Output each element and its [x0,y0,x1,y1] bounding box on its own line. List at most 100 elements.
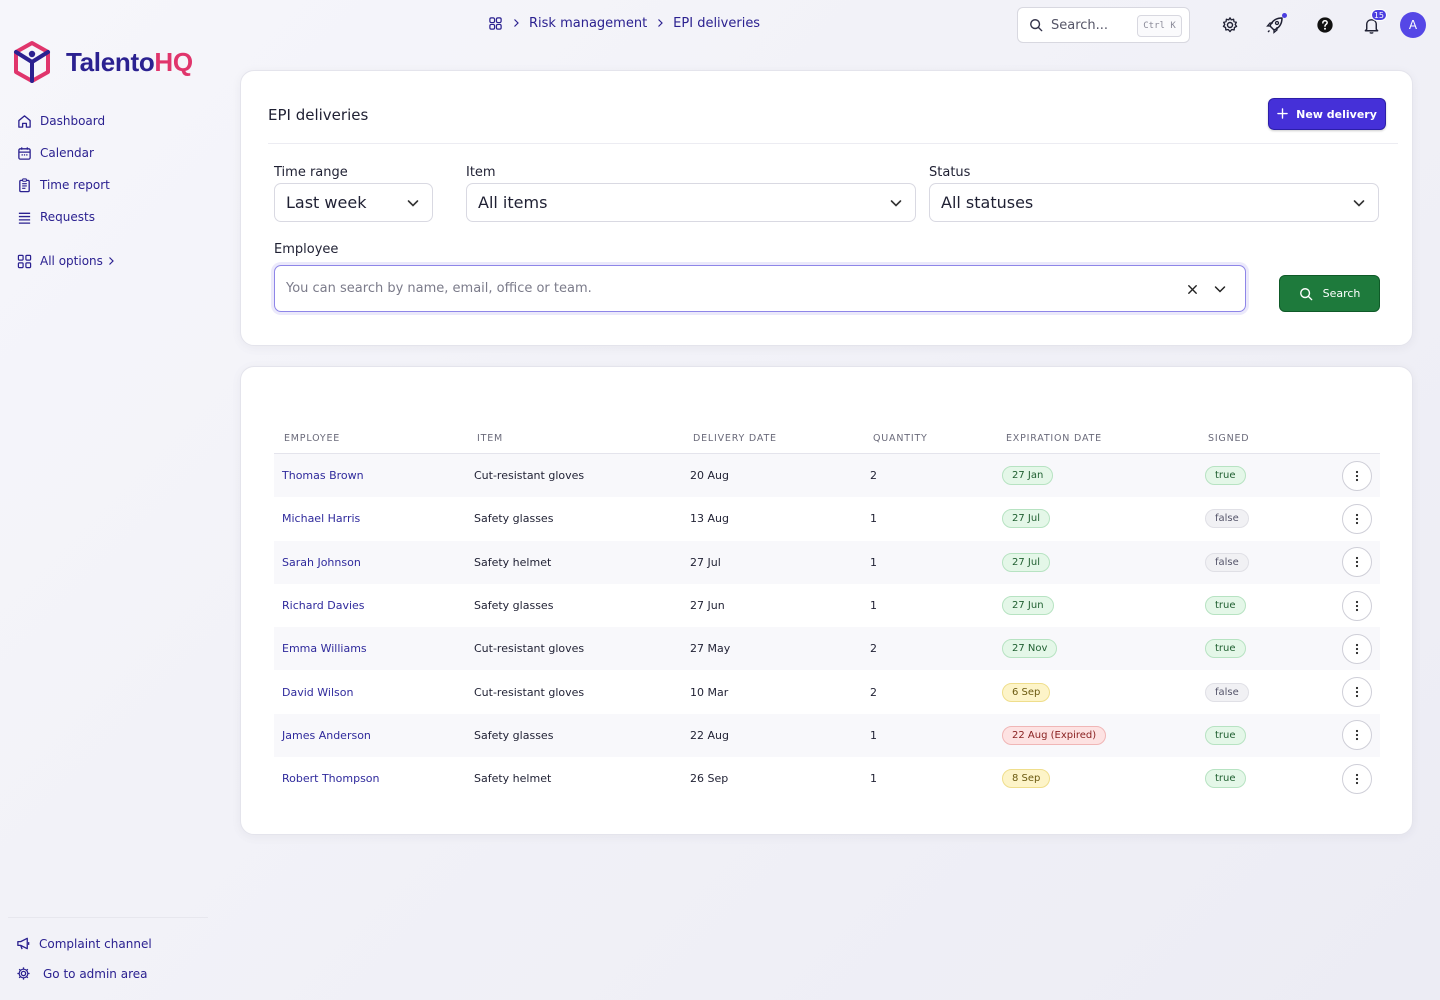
clipboard-icon [16,177,32,193]
search-button[interactable]: Search [1279,275,1380,312]
more-vertical-icon [1355,470,1359,482]
row-actions-button[interactable] [1342,590,1372,621]
close-icon[interactable] [1186,281,1199,300]
table-row[interactable]: James Anderson Safety glasses 22 Aug 1 22 Au… [274,713,1380,758]
more-vertical-icon [1355,513,1359,525]
column-header-delivery-date[interactable]: Delivery date [693,432,777,444]
search-button-label: Search [1322,287,1361,300]
admin-area-link[interactable]: Go to admin area [16,966,148,981]
table-row[interactable]: Michael Harris Safety glasses 13 Aug 1 27 Ju… [274,497,1380,540]
employee-label: Employee [274,242,339,257]
logo[interactable]: TalentoHQ [12,40,193,84]
row-actions-button[interactable] [1342,633,1372,664]
chevron-down-icon [889,195,903,214]
sidebar-item-calendar[interactable]: Calendar [16,144,115,162]
signed-cell: true [1205,596,1246,616]
employee-name-link[interactable]: Sarah Johnson [282,555,361,569]
row-actions-button[interactable] [1342,547,1372,578]
signed-badge: false [1205,509,1249,529]
sidebar-item-all-options[interactable]: All options [16,252,115,270]
notifications-button[interactable]: 15 [1360,9,1387,36]
row-actions-button[interactable] [1342,677,1372,708]
signed-badge: false [1205,682,1249,702]
employee-name-link[interactable]: David Wilson [282,685,354,699]
expiration-date-cell: 27 Jun [1002,596,1054,616]
table-row[interactable]: Robert Thompson Safety helmet 26 Sep 1 8 Sep… [274,757,1380,800]
table-row[interactable]: Sarah Johnson Safety helmet 27 Jul 1 27 Jul f… [274,540,1380,584]
item-select[interactable]: All items [466,183,916,222]
quantity: 1 [870,512,877,526]
breadcrumb-epi-deliveries[interactable]: EPI deliveries [673,16,761,31]
filters-card: EPI deliveries New delivery Time range L… [240,70,1413,346]
global-search-input[interactable]: Search... Ctrl K [1017,7,1190,43]
table-row[interactable]: Thomas Brown Cut-resistant gloves 20 Aug 2 2… [274,454,1380,498]
sidebar-item-requests[interactable]: Requests [16,208,115,226]
sidebar-item-dashboard[interactable]: Dashboard [16,112,115,130]
new-delivery-button[interactable]: New delivery [1268,98,1386,130]
item-label: Item [466,165,496,180]
chevron-down-icon[interactable] [1213,281,1227,300]
delivery-date: 13 Aug [690,512,729,526]
apps-grid-icon[interactable] [488,16,503,31]
column-header-expiration-date[interactable]: Expiration date [1006,432,1102,444]
global-search-placeholder: Search... [1051,17,1109,33]
deliveries-table: Employee Item Delivery date Quantity Exp… [274,423,1380,800]
breadcrumb: Risk management EPI deliveries [488,16,760,31]
delivery-date: 27 May [690,642,731,656]
sidebar-divider [8,917,208,918]
item-name: Cut-resistant gloves [474,642,585,656]
complaint-channel-label: Complaint channel [39,936,152,951]
more-vertical-icon [1355,556,1359,568]
signed-cell: true [1205,639,1246,659]
plus-icon [1277,106,1288,122]
sidebar-item-label: Calendar [40,146,94,160]
row-actions-button[interactable] [1342,503,1372,534]
employee-name-link[interactable]: Emma Williams [282,642,367,656]
expiration-date-cell: 22 Aug (Expired) [1002,725,1107,745]
employee-name-link[interactable]: James Anderson [282,728,371,742]
table-row[interactable]: Richard Davies Safety glasses 27 Jun 1 27 Ju… [274,584,1380,627]
expiration-date-cell: 27 Jul [1002,509,1050,529]
column-header-signed[interactable]: Signed [1208,432,1250,444]
employee-search-input[interactable]: You can search by name, email, office or… [274,265,1246,312]
signed-badge: false [1205,552,1249,572]
table-header: Employee Item Delivery date Quantity Exp… [274,423,1380,454]
complaint-channel-link[interactable]: Complaint channel [16,936,152,951]
grid-icon [16,253,32,269]
table-row[interactable]: Emma Williams Cut-resistant gloves 27 May 2… [274,627,1380,671]
employee-name-link[interactable]: Richard Davies [282,599,365,613]
quantity: 2 [870,685,877,699]
expiration-date-badge: 8 Sep [1002,769,1051,789]
item-name: Cut-resistant gloves [474,469,585,483]
table-row[interactable]: David Wilson Cut-resistant gloves 10 Mar 2 6… [274,670,1380,713]
column-header-employee[interactable]: Employee [284,432,341,444]
rocket-icon [1265,15,1285,35]
whats-new-button[interactable] [1264,13,1287,36]
quantity: 2 [870,469,877,483]
column-header-item[interactable]: Item [477,432,504,444]
delivery-date: 10 Mar [690,685,729,699]
megaphone-icon [16,936,31,951]
row-actions-button[interactable] [1342,720,1372,751]
expiration-date-badge: 6 Sep [1002,682,1051,702]
delivery-date: 22 Aug [690,728,729,742]
settings-button[interactable] [1219,14,1241,36]
help-button[interactable] [1314,14,1336,36]
sidebar-item-time-report[interactable]: Time report [16,176,115,194]
employee-name-link[interactable]: Michael Harris [282,512,361,526]
new-delivery-label: New delivery [1296,107,1377,121]
time-range-select[interactable]: Last week [274,183,433,222]
employee-name-link[interactable]: Thomas Brown [282,469,364,483]
expiration-date-cell: 27 Jul [1002,552,1050,572]
page-title: EPI deliveries [268,106,369,124]
row-actions-button[interactable] [1342,763,1372,794]
employee-name-link[interactable]: Robert Thompson [282,772,380,786]
row-actions-button[interactable] [1342,460,1372,491]
status-select[interactable]: All statuses [929,183,1379,222]
avatar[interactable]: A [1400,12,1426,38]
time-range-label: Time range [274,165,348,180]
item-name: Safety glasses [474,599,554,613]
breadcrumb-risk-management[interactable]: Risk management [529,16,648,31]
employee-search-placeholder: You can search by name, email, office or… [286,281,592,296]
column-header-quantity[interactable]: Quantity [873,432,928,444]
